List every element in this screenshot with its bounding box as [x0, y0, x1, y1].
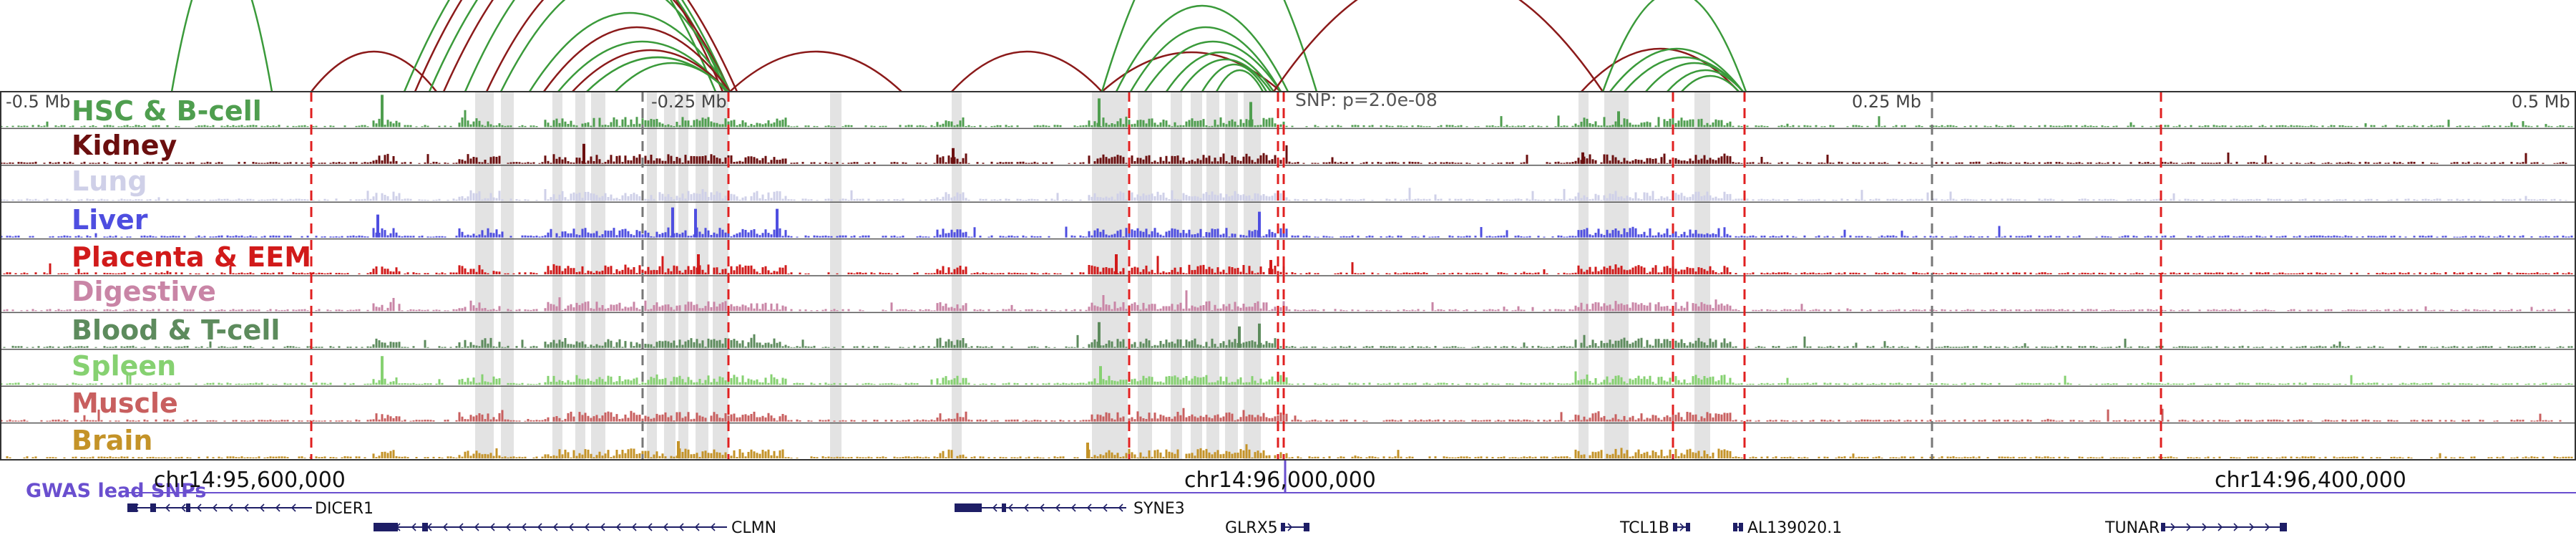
tracks-frame — [0, 91, 2576, 461]
loop-arc-24 — [1201, 63, 1268, 92]
gene-model-0 — [127, 503, 312, 512]
coordinate-label-96400000: chr14:96,400,000 — [2215, 468, 2406, 493]
loop-arc-5 — [442, 0, 738, 92]
track-label-digestive: Digestive — [72, 276, 216, 307]
gene-model-2 — [955, 503, 1126, 512]
track-label-liver: Liver — [72, 204, 148, 236]
coordinate-label-95600000: chr14:95,600,000 — [154, 468, 346, 493]
signal-peaks-4 — [3, 256, 2573, 274]
signal-track-3 — [0, 226, 2576, 240]
signal-track-9 — [0, 444, 2576, 461]
signal-track-1 — [0, 145, 2576, 166]
loop-arc-21 — [1143, 40, 1282, 92]
gene-model-4 — [1673, 523, 1690, 531]
loop-arc-4 — [428, 0, 731, 92]
loop-arc-3 — [414, 0, 724, 92]
chromatin-loop-arcs — [170, 0, 1747, 493]
track-label-blood-t-cell: Blood & T-cell — [72, 314, 280, 346]
track-label-hsc-b-cell: HSC & B-cell — [72, 95, 262, 127]
gene-label-glrx5: GLRX5 — [1225, 519, 1278, 537]
gene-model-5 — [1733, 523, 1743, 531]
distance-label-minus-0-5: -0.5 Mb — [6, 92, 70, 112]
distance-label-plus-0-25: 0.25 Mb — [1852, 92, 1921, 112]
loop-arc-23 — [1179, 58, 1272, 92]
tracks-border — [0, 91, 2576, 461]
snp-pvalue-label: SNP: p=2.0e-08 — [1295, 90, 1438, 110]
signal-tracks — [0, 95, 2576, 461]
signal-peaks-8 — [0, 408, 2562, 422]
signal-peaks-5 — [3, 290, 2570, 312]
signal-peaks-0 — [0, 110, 2573, 127]
signal-track-8 — [0, 408, 2576, 424]
loop-arc-19 — [1115, 5, 1289, 92]
track-label-spleen: Spleen — [72, 350, 176, 382]
track-label-muscle: Muscle — [72, 387, 178, 419]
gene-label-syne3: SYNE3 — [1133, 500, 1185, 518]
signal-track-6 — [0, 334, 2576, 350]
gene-label-al139020-1: AL139020.1 — [1747, 519, 1842, 537]
signal-peaks-7 — [0, 371, 2573, 385]
track-label-placenta-eem: Placenta & EEM — [72, 241, 311, 273]
loop-arc-25 — [1215, 69, 1264, 92]
loop-arc-0 — [170, 0, 273, 92]
coordinate-label-96000000: chr14:96,000,000 — [1184, 468, 1376, 493]
gene-label-clmn: CLMN — [731, 519, 776, 537]
track-label-lung: Lung — [72, 165, 147, 197]
gene-label-tunar: TUNAR — [2104, 519, 2160, 537]
loop-arc-10 — [542, 26, 731, 92]
track-label-kidney: Kidney — [72, 130, 177, 161]
loop-arc-6 — [464, 0, 728, 92]
loop-arc-28 — [1601, 0, 1747, 92]
signal-peaks-9 — [6, 444, 2573, 458]
loop-arc-18 — [1101, 0, 1318, 92]
loop-arc-26 — [1272, 0, 1604, 92]
loop-arc-12 — [572, 49, 729, 92]
gwas-lead-snps-label: GWAS lead SNPs — [26, 480, 206, 502]
loop-arc-32 — [1667, 69, 1744, 92]
dashed-marker-lines — [310, 92, 2162, 460]
signal-track-2 — [0, 188, 2576, 203]
gene-model-1 — [374, 523, 727, 531]
gene-label-dicer1: DICER1 — [315, 500, 374, 518]
signal-track-4 — [0, 256, 2576, 276]
loop-arc-9 — [528, 11, 731, 92]
loop-arc-7 — [485, 0, 731, 92]
loop-arc-15 — [729, 50, 902, 92]
gene-annotation-track — [127, 503, 2287, 531]
loop-arc-8 — [499, 0, 731, 92]
loop-arc-22 — [1165, 51, 1275, 92]
loop-arc-16 — [951, 50, 1103, 92]
signal-track-7 — [0, 371, 2576, 387]
signal-track-0 — [0, 110, 2576, 130]
distance-label-plus-0-5: 0.5 Mb — [2512, 92, 2570, 112]
signal-track-5 — [0, 290, 2576, 314]
loop-arc-29 — [1609, 47, 1744, 92]
loop-arc-1 — [311, 50, 437, 92]
loop-arc-20 — [1129, 26, 1282, 92]
signal-peaks-3 — [0, 226, 2573, 238]
gene-label-tcl1b: TCL1B — [1619, 519, 1669, 537]
signal-peaks-6 — [3, 334, 2573, 348]
gene-model-3 — [1281, 523, 1309, 531]
loop-arc-33 — [1681, 74, 1740, 92]
distance-label-minus-0-25: -0.25 Mb — [651, 92, 727, 112]
gene-model-6 — [2161, 523, 2287, 531]
track-label-brain: Brain — [72, 425, 152, 456]
loop-arc-14 — [615, 62, 729, 92]
